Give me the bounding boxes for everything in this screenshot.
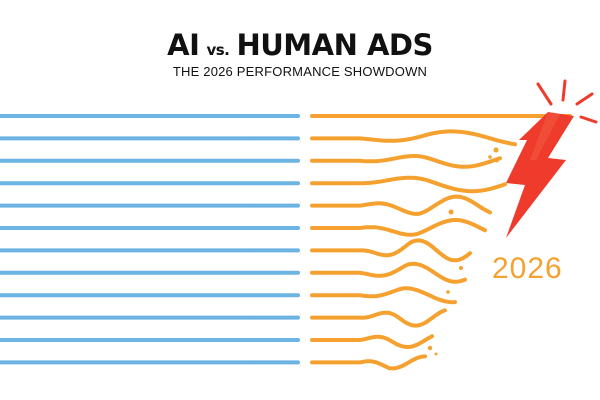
- human-line: [310, 334, 434, 349]
- human-line: [310, 175, 507, 194]
- human-line: [310, 218, 487, 237]
- human-line: [310, 286, 457, 305]
- title-vs: vs.: [206, 41, 230, 59]
- lightning-bolt-icon: [506, 112, 574, 238]
- page-subtitle: THE 2026 PERFORMANCE SHOWDOWN: [172, 64, 428, 79]
- page-title: AI vs. HUMAN ADS: [0, 28, 600, 62]
- human-line: [310, 129, 517, 147]
- title-human-ads: HUMAN ADS: [236, 28, 433, 62]
- year-badge: 2026: [492, 252, 563, 285]
- title-ai: AI: [167, 28, 200, 62]
- debris-dots: [427, 147, 499, 356]
- human-line: [310, 354, 427, 371]
- human-line: [310, 154, 502, 169]
- human-line: [310, 238, 472, 263]
- human-wavy-lines: [310, 114, 572, 371]
- human-line: [310, 308, 447, 328]
- human-line: [310, 261, 467, 284]
- ai-straight-lines: [0, 114, 300, 365]
- human-line: [310, 194, 492, 216]
- spark-burst-icon: [536, 79, 598, 124]
